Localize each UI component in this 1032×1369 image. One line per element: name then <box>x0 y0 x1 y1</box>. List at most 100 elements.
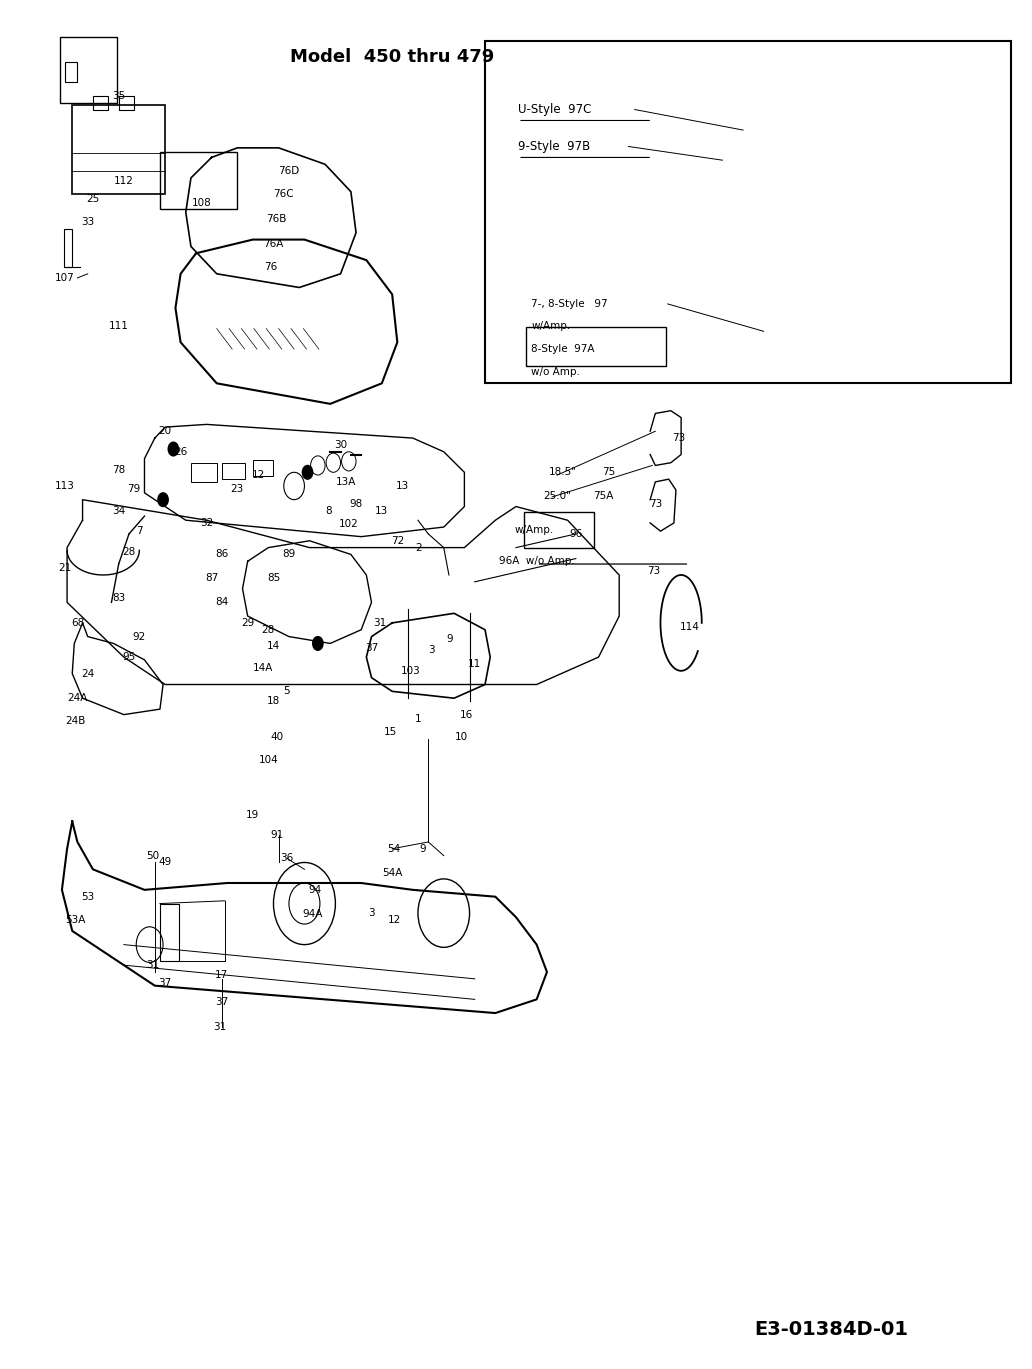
Text: 28: 28 <box>123 546 135 557</box>
Text: w/Amp.: w/Amp. <box>515 524 554 535</box>
Bar <box>253 460 273 476</box>
Text: 37: 37 <box>216 997 228 1008</box>
Bar <box>64 229 72 267</box>
Text: U-Style  97C: U-Style 97C <box>518 103 591 116</box>
Text: 2: 2 <box>416 542 422 553</box>
Bar <box>222 463 245 479</box>
Text: 36: 36 <box>281 853 293 864</box>
Text: 8: 8 <box>325 505 331 516</box>
Text: 19: 19 <box>247 809 259 820</box>
Text: 25.0": 25.0" <box>543 490 572 501</box>
Text: 13: 13 <box>396 481 409 491</box>
Text: 29: 29 <box>241 617 254 628</box>
Text: 91: 91 <box>270 830 283 841</box>
Bar <box>160 904 179 961</box>
Text: 12: 12 <box>388 914 400 925</box>
Text: 14: 14 <box>267 641 280 652</box>
Text: 53: 53 <box>82 891 94 902</box>
Text: 83: 83 <box>112 593 125 604</box>
Text: 21: 21 <box>59 563 71 574</box>
Text: w/o Amp.: w/o Amp. <box>531 367 580 378</box>
Text: 32: 32 <box>200 517 213 528</box>
Text: 79: 79 <box>128 483 140 494</box>
Text: 3: 3 <box>368 908 375 919</box>
Text: 104: 104 <box>258 754 279 765</box>
Text: 16: 16 <box>460 709 473 720</box>
Circle shape <box>168 442 179 456</box>
Text: 94: 94 <box>309 884 321 895</box>
Text: 9: 9 <box>447 634 453 645</box>
Bar <box>93 96 108 110</box>
Text: 7-, 8-Style   97: 7-, 8-Style 97 <box>531 298 608 309</box>
Text: 28: 28 <box>262 624 275 635</box>
Text: 108: 108 <box>191 197 212 208</box>
Text: 87: 87 <box>205 572 218 583</box>
Text: 113: 113 <box>55 481 75 491</box>
Text: 9: 9 <box>420 843 426 854</box>
Text: 37: 37 <box>365 642 378 653</box>
Text: 103: 103 <box>400 665 421 676</box>
Text: 89: 89 <box>283 549 295 560</box>
Text: 17: 17 <box>216 969 228 980</box>
Circle shape <box>158 493 168 507</box>
Text: 23: 23 <box>231 483 244 494</box>
Text: 107: 107 <box>55 272 75 283</box>
Text: 10: 10 <box>455 731 467 742</box>
Text: 30: 30 <box>334 439 347 450</box>
Text: 18: 18 <box>267 695 280 706</box>
Text: 24: 24 <box>82 668 94 679</box>
Text: 112: 112 <box>114 175 134 186</box>
Text: 76: 76 <box>264 261 277 272</box>
Bar <box>160 152 237 209</box>
Text: 54: 54 <box>388 843 400 854</box>
Text: 96A  w/o Amp.: 96A w/o Amp. <box>498 556 575 567</box>
Bar <box>524 512 594 548</box>
Text: 25: 25 <box>87 193 99 204</box>
Text: 75A: 75A <box>593 490 614 501</box>
Bar <box>65 62 77 82</box>
Text: 35: 35 <box>112 90 125 101</box>
Text: 31: 31 <box>147 960 159 971</box>
Text: 31: 31 <box>374 617 386 628</box>
Text: 13: 13 <box>376 505 388 516</box>
Text: 34: 34 <box>112 505 125 516</box>
Text: 14A: 14A <box>253 663 273 674</box>
Text: 1: 1 <box>415 713 421 724</box>
Text: 76C: 76C <box>273 189 294 200</box>
Text: 5: 5 <box>284 686 290 697</box>
Text: 114: 114 <box>679 622 700 632</box>
Text: 54A: 54A <box>382 868 402 879</box>
Text: 85: 85 <box>267 572 280 583</box>
Bar <box>191 463 217 482</box>
Text: 33: 33 <box>82 216 94 227</box>
Text: 92: 92 <box>133 631 146 642</box>
Bar <box>485 41 1011 383</box>
Text: 73: 73 <box>647 565 659 576</box>
Text: 24B: 24B <box>65 716 86 727</box>
Bar <box>526 327 666 366</box>
Bar <box>119 96 134 110</box>
Text: 49: 49 <box>159 857 171 868</box>
Text: 37: 37 <box>159 977 171 988</box>
Text: 11: 11 <box>469 658 481 669</box>
Circle shape <box>302 465 313 479</box>
Text: 72: 72 <box>391 535 404 546</box>
Text: 111: 111 <box>108 320 129 331</box>
Text: 84: 84 <box>216 597 228 608</box>
Text: 78: 78 <box>112 464 125 475</box>
Text: 18.5": 18.5" <box>548 467 577 478</box>
Text: 96: 96 <box>570 528 582 539</box>
Text: 94A: 94A <box>302 909 323 920</box>
Text: 53A: 53A <box>65 914 86 925</box>
Text: 76D: 76D <box>279 166 299 177</box>
Text: 73: 73 <box>673 433 685 444</box>
Text: 98: 98 <box>350 498 362 509</box>
Text: 76A: 76A <box>263 238 284 249</box>
Text: 20: 20 <box>159 426 171 437</box>
Text: 73: 73 <box>649 498 662 509</box>
Text: 9-Style  97B: 9-Style 97B <box>518 140 590 153</box>
Text: 76B: 76B <box>266 214 287 225</box>
Text: 13A: 13A <box>335 476 356 487</box>
Text: 50: 50 <box>147 850 159 861</box>
Text: 7: 7 <box>136 526 142 537</box>
